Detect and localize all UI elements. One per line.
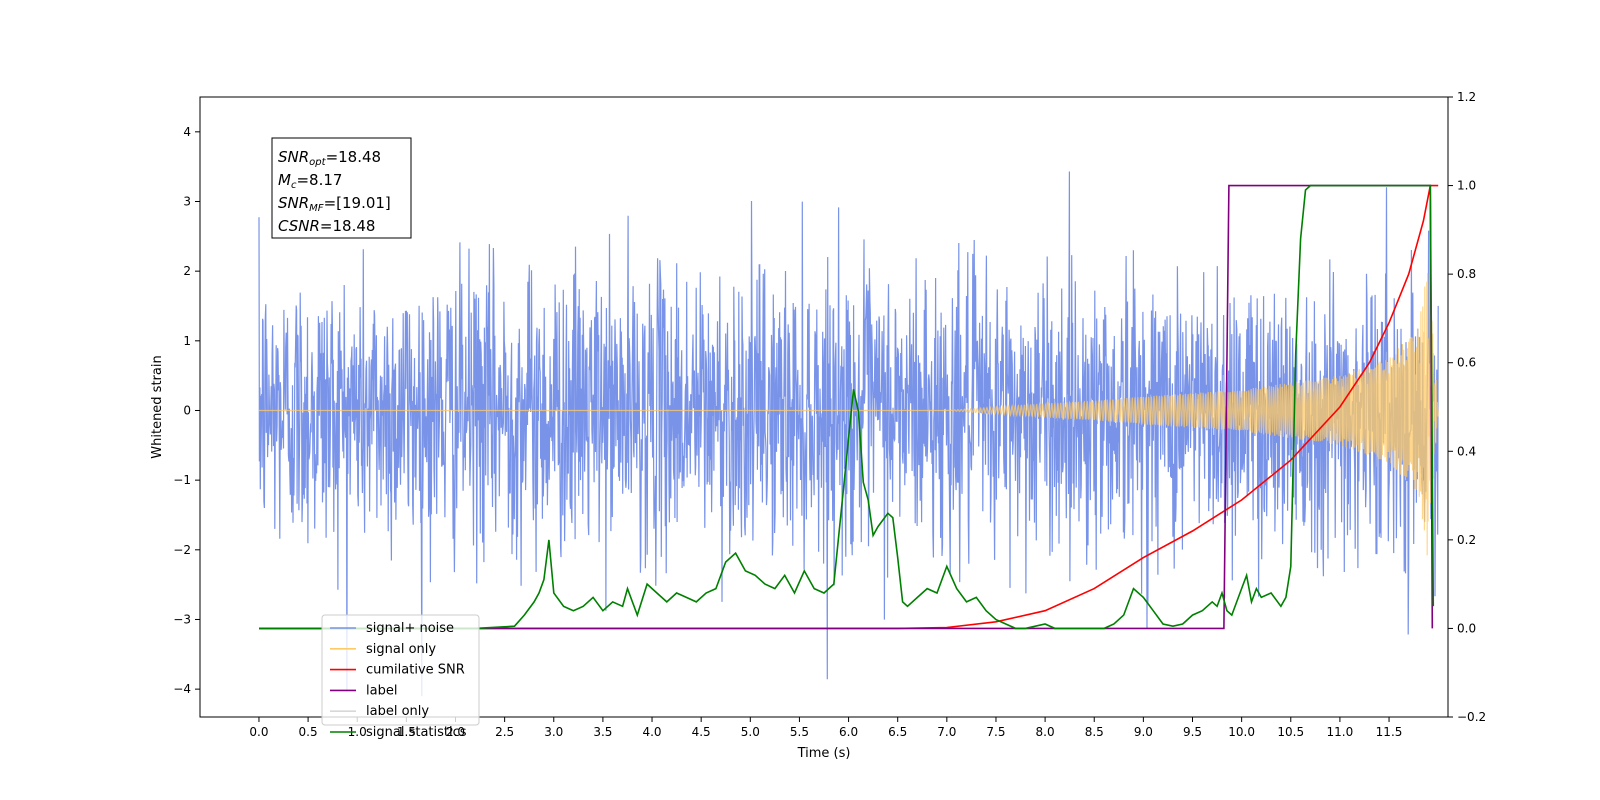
x-tick-label: 5.5 xyxy=(790,725,809,739)
y-tick-label: −2 xyxy=(173,543,191,557)
x-tick-label: 1.5 xyxy=(397,725,416,739)
x-axis-label: Time (s) xyxy=(797,746,851,761)
x-tick-label: 1.0 xyxy=(348,725,367,739)
legend-entry: label only xyxy=(366,704,429,719)
y-tick-label: 4 xyxy=(183,125,191,139)
y2-tick-label: 1.0 xyxy=(1457,179,1476,193)
legend-entry: signal+ noise xyxy=(366,621,454,636)
y2-tick-label: 0.8 xyxy=(1457,267,1476,281)
series-signal-only xyxy=(259,272,1439,556)
x-tick-label: 10.0 xyxy=(1228,725,1255,739)
y-axis-left: −4 −3 −2 −1 0 1 2 3 4 xyxy=(173,125,200,696)
x-tick-label: 3.5 xyxy=(593,725,612,739)
y2-tick-label: 0.0 xyxy=(1457,621,1476,635)
y2-tick-label: 0.2 xyxy=(1457,533,1476,547)
x-tick-label: 8.0 xyxy=(1036,725,1055,739)
series-signal-noise xyxy=(258,171,1439,697)
x-tick-label: 0.0 xyxy=(249,725,268,739)
info-symbol: SNR xyxy=(278,148,309,166)
x-tick-label: 7.0 xyxy=(937,725,956,739)
info-subscript: c xyxy=(291,180,297,191)
x-tick-label: 4.5 xyxy=(692,725,711,739)
info-subscript: opt xyxy=(309,157,326,168)
legend-entry: signal statistics xyxy=(366,725,467,740)
legend-entry: label xyxy=(366,683,397,698)
y-tick-label: −1 xyxy=(173,473,191,487)
y2-tick-label: 0.6 xyxy=(1457,356,1476,370)
x-tick-label: 2.5 xyxy=(495,725,514,739)
series-cumulative-snr xyxy=(259,184,1439,630)
plot-frame xyxy=(199,96,1449,718)
x-tick-label: 8.5 xyxy=(1085,725,1104,739)
x-tick-label: 9.0 xyxy=(1134,725,1153,739)
info-line: Mc=8.17 xyxy=(278,171,342,191)
info-value: =18.48 xyxy=(320,217,376,235)
y-tick-label: 3 xyxy=(183,194,191,208)
info-value: =8.17 xyxy=(296,171,342,189)
info-symbol: SNR xyxy=(278,194,309,212)
y-tick-label: 2 xyxy=(183,264,191,278)
x-tick-label: 11.0 xyxy=(1327,725,1354,739)
info-line: SNRMF=[19.01] xyxy=(278,194,391,214)
x-tick-label: 3.0 xyxy=(544,725,563,739)
x-tick-label: 6.5 xyxy=(888,725,907,739)
x-tick-label: 10.5 xyxy=(1277,725,1304,739)
y-tick-label: −3 xyxy=(173,612,191,626)
x-tick-label: 4.0 xyxy=(642,725,661,739)
info-box-frame xyxy=(271,137,412,239)
x-tick-label: 0.5 xyxy=(299,725,318,739)
legend: signal+ noise signal only cumilative SNR la… xyxy=(321,614,480,740)
legend-entry: signal only xyxy=(366,642,436,657)
x-axis: 0.0 0.5 1.0 1.5 2.0 2.5 3.0 3.5 4.0 4.5 5.0 5.5 6.0 6… xyxy=(249,717,1402,739)
x-tick-label: 9.5 xyxy=(1183,725,1202,739)
y-tick-label: −4 xyxy=(173,682,191,696)
x-tick-label: 2.0 xyxy=(446,725,465,739)
legend-entry: cumilative SNR xyxy=(366,663,465,678)
info-subscript: MF xyxy=(309,203,324,214)
y-axis-label: Whitened strain xyxy=(150,355,165,458)
info-value: =18.48 xyxy=(326,148,382,166)
x-tick-label: 6.0 xyxy=(839,725,858,739)
y-tick-label: 1 xyxy=(183,334,191,348)
y2-tick-label: −0.2 xyxy=(1457,710,1486,724)
y2-tick-label: 1.2 xyxy=(1457,90,1476,104)
info-symbol: CSNR xyxy=(278,217,320,235)
x-tick-label: 5.0 xyxy=(741,725,760,739)
x-tick-label: 7.5 xyxy=(986,725,1005,739)
info-value: =[19.01] xyxy=(324,194,391,212)
y2-tick-label: 0.4 xyxy=(1457,444,1476,458)
info-symbol: M xyxy=(278,171,291,189)
y-axis-right: −0.2 0.0 0.2 0.4 0.6 0.8 1.0 1.2 xyxy=(1448,90,1486,724)
info-line: CSNR=18.48 xyxy=(278,217,375,235)
legend-frame xyxy=(321,614,480,726)
series-layer xyxy=(258,171,1439,697)
x-tick-label: 11.5 xyxy=(1376,725,1403,739)
info-line: SNRopt=18.48 xyxy=(278,148,381,168)
y-tick-label: 0 xyxy=(183,403,191,417)
snr-info-box: SNRopt=18.48Mc=8.17SNRMF=[19.01]CSNR=18.… xyxy=(271,137,412,239)
series-signal-statistics xyxy=(259,184,1435,630)
